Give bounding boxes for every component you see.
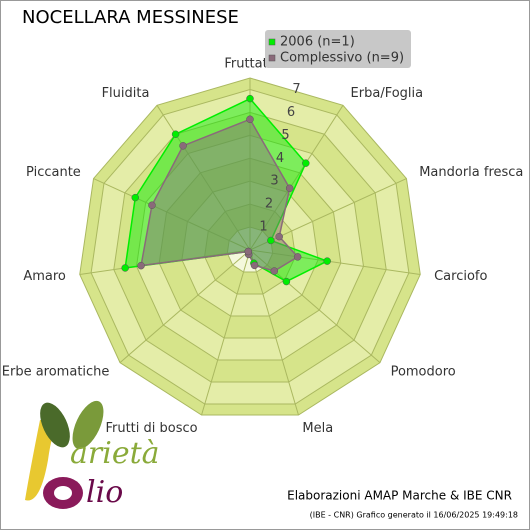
logo-text: arietà bbox=[70, 436, 160, 471]
data-point bbox=[179, 142, 187, 150]
category-label: Erba/Foglia bbox=[351, 86, 424, 101]
data-point bbox=[131, 193, 140, 202]
data-point bbox=[323, 257, 331, 265]
category-label: Fruttato bbox=[224, 57, 275, 72]
r-tick-label: 6 bbox=[287, 105, 295, 120]
axis-line bbox=[249, 249, 421, 275]
category-label: Frutti di bosco bbox=[105, 421, 197, 436]
axis-line bbox=[156, 105, 251, 251]
data-point bbox=[282, 277, 291, 286]
logo: arietà lio bbox=[25, 400, 160, 510]
category-label: Carciofo bbox=[434, 269, 487, 284]
footnote: (IBE - CNR) Grafico generato il 16/06/20… bbox=[310, 511, 518, 520]
data-point bbox=[137, 261, 145, 270]
data-point bbox=[267, 236, 275, 245]
axis-line bbox=[201, 249, 251, 416]
category-label: Erbe aromatiche bbox=[2, 364, 110, 379]
series-area bbox=[140, 118, 299, 272]
axis-line bbox=[93, 178, 251, 251]
legend-swatch bbox=[268, 38, 276, 46]
category-label: Pomodoro bbox=[391, 364, 456, 379]
data-point bbox=[244, 247, 253, 256]
data-point bbox=[275, 232, 283, 241]
category-label: Mela bbox=[302, 421, 333, 436]
data-point bbox=[171, 130, 180, 138]
category-label: Mandorla fresca bbox=[419, 165, 523, 180]
data-point bbox=[246, 94, 254, 103]
legend-box bbox=[265, 30, 411, 68]
data-point bbox=[246, 115, 254, 124]
axis-line bbox=[249, 105, 344, 251]
legend-label: 2006 (n=1) bbox=[280, 35, 355, 50]
chart-title: NOCELLARA MESSINESE bbox=[22, 7, 239, 28]
data-point bbox=[148, 201, 156, 209]
category-label: Amaro bbox=[23, 269, 66, 284]
data-point bbox=[285, 184, 294, 193]
r-tick-label: 1 bbox=[259, 220, 267, 235]
logo-text: lio bbox=[86, 475, 123, 510]
data-point bbox=[293, 253, 302, 261]
r-tick-label: 3 bbox=[270, 174, 278, 189]
category-label: Fluidita bbox=[102, 86, 150, 101]
data-point bbox=[250, 261, 259, 270]
data-point bbox=[270, 267, 279, 275]
r-tick-label: 2 bbox=[265, 197, 273, 212]
category-label: Piccante bbox=[26, 165, 81, 180]
axis-line bbox=[249, 249, 299, 416]
r-tick-label: 7 bbox=[292, 82, 300, 97]
data-point bbox=[121, 264, 129, 272]
legend-swatch bbox=[268, 54, 276, 62]
axis-line bbox=[119, 249, 251, 364]
legend-label: Complessivo (n=9) bbox=[280, 51, 404, 66]
credit: Elaborazioni AMAP Marche & IBE CNR bbox=[287, 489, 512, 503]
r-tick-label: 5 bbox=[281, 128, 289, 143]
r-tick-label: 4 bbox=[276, 151, 284, 166]
data-point bbox=[302, 159, 310, 167]
